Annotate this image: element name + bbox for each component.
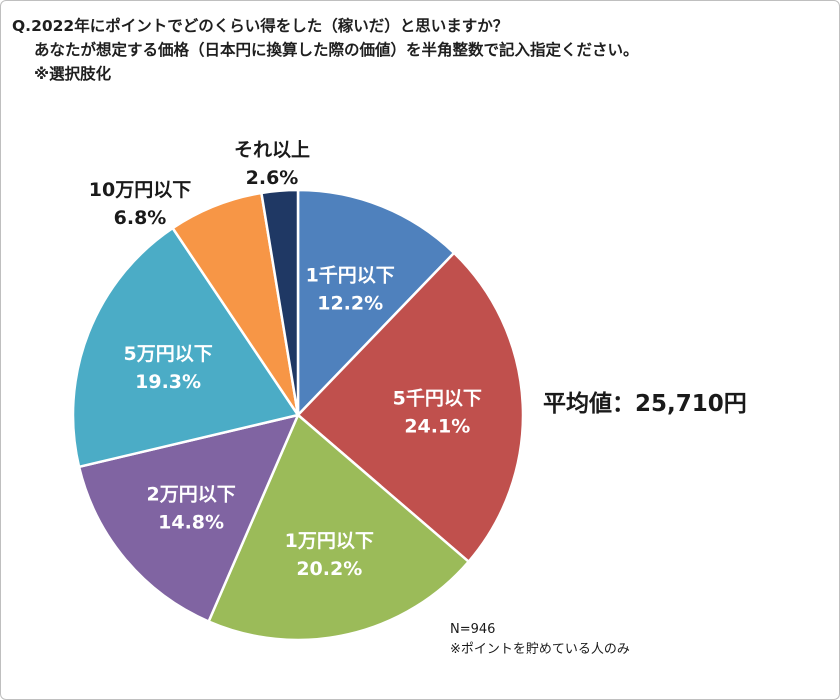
slice-label-3: 1万円以下 — [285, 530, 374, 552]
slice-label-5: 5万円以下 — [123, 343, 212, 365]
slice-value-1: 12.2% — [317, 293, 383, 315]
average-value: 平均値：25,710円 — [543, 391, 747, 417]
slice-label-2: 5千円以下 — [393, 387, 482, 409]
sample-note: N=946 ※ポイントを貯めている人のみ — [450, 620, 630, 660]
question-line-3: ※選択肢化 — [34, 65, 112, 83]
sample-caveat: ※ポイントを貯めている人のみ — [450, 642, 630, 657]
slice-value-5: 19.3% — [135, 371, 201, 393]
pie-slice-1 — [296, 188, 456, 419]
question-line-1: Q.2022年にポイントでどのくらい得をした（稼いだ）と思いますか？ — [12, 17, 509, 35]
slice-value-3: 20.2% — [296, 558, 362, 580]
question-text: Q.2022年にポイントでどのくらい得をした（稼いだ）と思いますか？ あなたが想… — [12, 14, 639, 86]
pie-slice-2 — [296, 251, 525, 564]
sample-size: N=946 — [450, 622, 496, 637]
pie-slice-7 — [259, 188, 300, 416]
pie-slice-4 — [77, 413, 301, 624]
pie-slice-3 — [206, 412, 471, 642]
question-line-2: あなたが想定する価格（日本円に換算した際の価値）を半角整数で記入指定ください。 — [34, 41, 639, 59]
slice-value-4: 14.8% — [158, 512, 224, 534]
slice-label-1: 1千円以下 — [306, 265, 395, 287]
slice-value-6: 6.8% — [114, 207, 167, 229]
pie-slice-5 — [71, 226, 301, 469]
slice-value-7: 2.6% — [246, 167, 299, 189]
slice-label-6: 10万円以下 — [89, 179, 191, 201]
slice-label-4: 2万円以下 — [146, 484, 235, 506]
slice-value-2: 24.1% — [404, 415, 470, 437]
slice-label-7: それ以上 — [234, 139, 310, 161]
